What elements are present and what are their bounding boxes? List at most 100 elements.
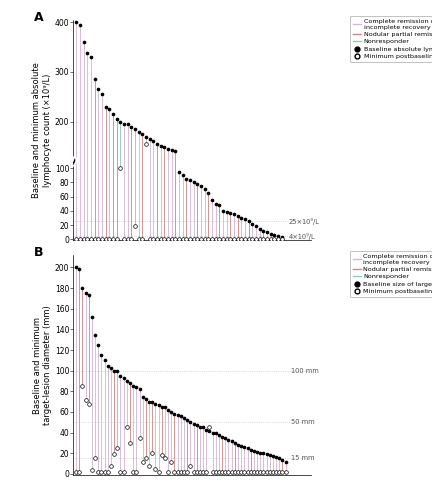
Point bbox=[139, 235, 146, 243]
Point bbox=[136, 386, 143, 394]
Point bbox=[104, 468, 111, 476]
Point bbox=[256, 235, 263, 243]
Point bbox=[275, 232, 282, 240]
Point bbox=[95, 86, 102, 94]
Point bbox=[238, 235, 245, 243]
Point bbox=[108, 462, 114, 469]
Point bbox=[92, 330, 98, 338]
Point bbox=[194, 180, 201, 188]
Point bbox=[143, 394, 149, 402]
Point bbox=[223, 235, 230, 243]
Point bbox=[278, 233, 285, 241]
Point bbox=[124, 424, 130, 432]
Point bbox=[249, 220, 256, 228]
Text: 4×10⁹/L: 4×10⁹/L bbox=[288, 233, 315, 240]
Point bbox=[128, 235, 135, 243]
Point bbox=[231, 210, 238, 218]
Point bbox=[85, 292, 92, 300]
Text: B: B bbox=[34, 246, 44, 259]
Point bbox=[241, 468, 248, 476]
Point bbox=[209, 428, 216, 436]
Point bbox=[266, 468, 273, 476]
Point bbox=[175, 168, 182, 175]
Point bbox=[276, 468, 283, 476]
Point bbox=[128, 122, 135, 130]
Legend: Complete remission or complete remission with
incomplete recovery of blood count: Complete remission or complete remission… bbox=[350, 16, 432, 62]
Point bbox=[263, 468, 270, 476]
Legend: Complete remission or complete remission with
incomplete recovery of blood count: Complete remission or complete remission… bbox=[349, 250, 432, 298]
Point bbox=[223, 208, 230, 216]
Text: A: A bbox=[34, 11, 44, 24]
Point bbox=[139, 392, 146, 400]
Point bbox=[270, 468, 276, 476]
Point bbox=[183, 235, 190, 243]
Point bbox=[231, 235, 238, 243]
Point bbox=[84, 235, 91, 243]
Point bbox=[132, 222, 139, 230]
Point bbox=[168, 408, 175, 416]
Point bbox=[101, 468, 108, 476]
Point bbox=[149, 450, 156, 458]
Point bbox=[114, 444, 121, 452]
Point bbox=[216, 468, 222, 476]
Point bbox=[264, 228, 270, 236]
Point bbox=[76, 20, 83, 28]
Point bbox=[146, 235, 153, 243]
Point bbox=[73, 468, 79, 476]
Point bbox=[216, 235, 223, 243]
Point bbox=[76, 468, 83, 476]
Point bbox=[85, 400, 92, 407]
Point bbox=[139, 458, 146, 466]
Point bbox=[187, 235, 194, 243]
Point bbox=[82, 289, 89, 297]
Point bbox=[171, 468, 178, 476]
Point bbox=[256, 226, 263, 234]
Point bbox=[88, 235, 95, 243]
Point bbox=[227, 209, 234, 217]
Point bbox=[238, 214, 245, 222]
Point bbox=[253, 222, 260, 230]
Point bbox=[133, 468, 140, 476]
Point bbox=[205, 189, 212, 197]
Point bbox=[179, 171, 186, 179]
Point bbox=[98, 468, 105, 476]
Point bbox=[120, 374, 127, 382]
Point bbox=[121, 235, 127, 243]
Point bbox=[193, 468, 200, 476]
Point bbox=[161, 235, 168, 243]
Point bbox=[249, 235, 256, 243]
Point bbox=[113, 235, 120, 243]
Point bbox=[106, 105, 113, 113]
Point bbox=[110, 110, 117, 118]
Point bbox=[152, 400, 159, 407]
Point bbox=[232, 439, 238, 447]
Point bbox=[168, 458, 175, 466]
Point bbox=[158, 452, 165, 460]
Point bbox=[194, 235, 201, 243]
Point bbox=[190, 235, 197, 243]
Point bbox=[254, 468, 260, 476]
Text: 50 mm: 50 mm bbox=[291, 420, 315, 426]
Point bbox=[232, 468, 238, 476]
Point bbox=[133, 383, 140, 391]
Point bbox=[117, 118, 124, 126]
Point bbox=[98, 90, 105, 98]
Point bbox=[190, 420, 197, 428]
Point bbox=[95, 235, 102, 243]
Point bbox=[209, 235, 216, 243]
Point bbox=[161, 144, 168, 152]
Point bbox=[91, 235, 98, 243]
Point bbox=[238, 442, 245, 450]
Point bbox=[113, 115, 120, 123]
Point bbox=[278, 235, 285, 243]
Point bbox=[178, 468, 184, 476]
Point bbox=[270, 452, 276, 460]
Point bbox=[181, 414, 187, 422]
Point bbox=[82, 396, 89, 404]
Point bbox=[206, 426, 213, 434]
Point bbox=[241, 443, 248, 451]
Point bbox=[183, 175, 190, 183]
Point bbox=[106, 235, 113, 243]
Point bbox=[171, 410, 178, 418]
Point bbox=[157, 142, 164, 150]
